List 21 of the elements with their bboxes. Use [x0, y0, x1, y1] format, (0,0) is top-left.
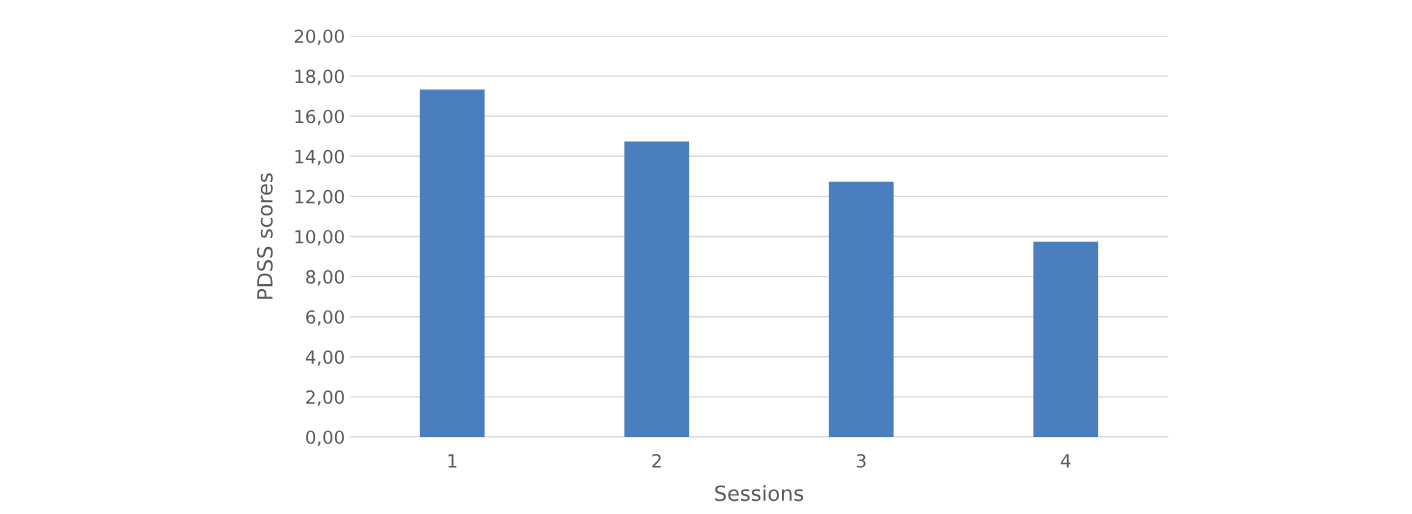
bar: [828, 181, 894, 437]
x-tick-label: 3: [856, 453, 866, 468]
bar: [419, 89, 485, 437]
y-axis-title: PDSS scores: [256, 173, 273, 299]
y-tick-label: 6,00: [306, 310, 344, 326]
x-tick-label: 4: [1060, 454, 1071, 468]
x-tick-label: 1: [448, 454, 457, 468]
bar: [624, 141, 690, 437]
x-axis-title: Sessions: [715, 485, 804, 502]
y-tick-label: 4,00: [305, 350, 344, 366]
y-tick-label: 0,00: [306, 430, 344, 446]
y-tick-label: 18,00: [295, 69, 344, 86]
bar: [1033, 241, 1099, 437]
x-tick-label: 2: [652, 453, 661, 468]
y-tick-label: 14,00: [295, 149, 344, 166]
y-tick-label: 2,00: [306, 390, 344, 406]
y-tick-label: 10,00: [295, 229, 344, 246]
y-tick-label: 20,00: [294, 29, 344, 45]
y-tick-label: 16,00: [295, 109, 344, 126]
y-tick-label: 12,00: [295, 189, 344, 206]
y-tick-label: 8,00: [306, 270, 344, 286]
